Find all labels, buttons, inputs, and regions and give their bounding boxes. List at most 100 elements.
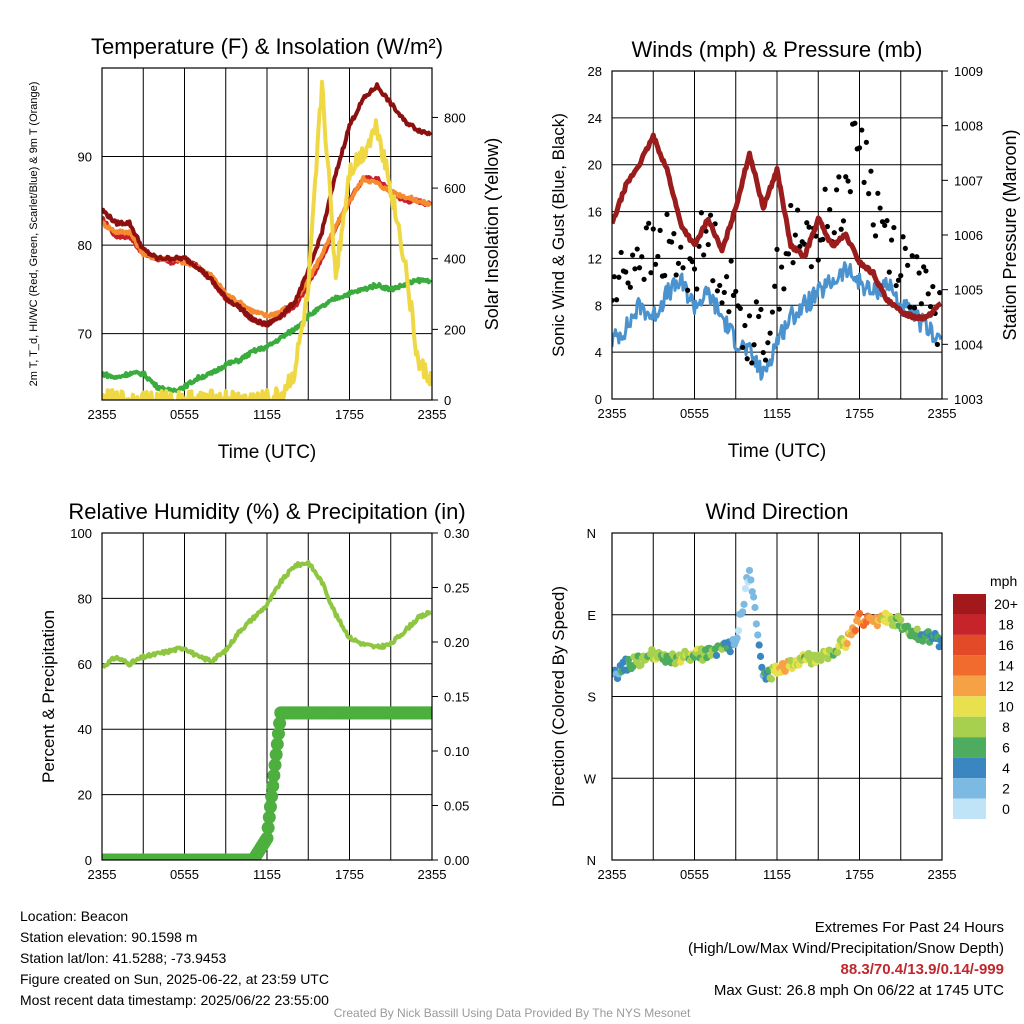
- x-tick-label: 1155: [253, 407, 281, 422]
- x-tick-label: 2355: [88, 867, 117, 882]
- x-tick-label: 1155: [763, 406, 791, 421]
- data-point-gust: [868, 168, 874, 174]
- series-line-sonic-wind: [612, 261, 942, 381]
- direction-point: [712, 651, 721, 660]
- data-point-gust: [907, 304, 913, 310]
- data-point-gust: [927, 303, 934, 310]
- plot-frame: [611, 70, 943, 400]
- data-point-gust: [820, 236, 826, 242]
- data-point-gust: [934, 341, 941, 348]
- y-tick-label: 60: [78, 657, 92, 672]
- y-tick-label: S: [587, 690, 596, 705]
- x-axis-label: Time (UTC): [218, 442, 317, 463]
- direction-point: [851, 626, 859, 635]
- data-point-precipitation: [270, 737, 284, 751]
- data-point-gust: [760, 349, 766, 356]
- plot-area: [102, 79, 432, 400]
- series-line-9m-t: [102, 175, 432, 319]
- x-tick-label: 2355: [418, 867, 447, 882]
- data-point-gust: [921, 264, 927, 270]
- x-tick-label: 2355: [928, 867, 957, 882]
- direction-point: [756, 652, 765, 660]
- data-point-gust: [646, 220, 652, 226]
- plot-area: [612, 120, 942, 381]
- y-tick-label: 70: [78, 327, 92, 342]
- y-right-axis-label: Solar Insolation (Yellow): [482, 138, 502, 330]
- max-gust-text: Max Gust: 26.8 mph On 06/22 at 1745 UTC: [713, 982, 1004, 999]
- series-line-hi-wc: [102, 82, 432, 328]
- y-right-tick-label: 200: [444, 322, 466, 337]
- x-tick-label: 2355: [88, 407, 117, 422]
- data-point-gust: [742, 322, 748, 329]
- data-point-gust: [824, 223, 831, 230]
- elevation-text: Station elevation: 90.1598 m: [20, 929, 198, 945]
- y-right-tick-label: 0.10: [444, 744, 469, 759]
- y-tick-label: 0: [595, 392, 602, 407]
- data-point-gust: [918, 301, 924, 307]
- y-tick-label: N: [587, 853, 596, 868]
- colorbar-swatch: [953, 778, 986, 799]
- data-point-gust: [678, 244, 684, 250]
- data-point-gust: [671, 231, 677, 237]
- direction-point: [755, 641, 763, 649]
- data-point-gust: [859, 127, 865, 133]
- data-point-gust: [744, 356, 750, 362]
- data-point-precipitation: [268, 758, 282, 772]
- data-point-gust: [902, 245, 908, 252]
- data-point-gust: [740, 344, 746, 351]
- x-tick-label: 1755: [335, 867, 364, 882]
- data-point-gust: [730, 292, 737, 298]
- y-tick-label: 0: [85, 853, 92, 868]
- y-tick-label: N: [587, 526, 596, 541]
- data-point-gust: [875, 190, 881, 196]
- data-point-gust: [721, 289, 727, 296]
- direction-point: [873, 622, 881, 630]
- data-point-gust: [884, 218, 890, 224]
- y-right-tick-label: 0.30: [444, 526, 469, 541]
- data-point-gust: [612, 274, 617, 280]
- y-right-tick-label: 0.00: [444, 853, 469, 868]
- credit-text: Created By Nick Bassill Using Data Provi…: [333, 1006, 691, 1020]
- data-point-gust: [751, 342, 757, 348]
- data-point-gust: [655, 253, 661, 260]
- y-right-tick-label: 1007: [954, 173, 983, 188]
- y-right-tick-label: 1005: [954, 283, 983, 298]
- direction-point: [843, 639, 851, 648]
- data-point-gust: [639, 254, 645, 260]
- data-point-gust: [728, 258, 734, 264]
- y-right-tick-label: 1008: [954, 119, 983, 134]
- colorbar-label: 18: [998, 617, 1014, 633]
- direction-point: [624, 655, 633, 664]
- plot-frame: [611, 532, 943, 861]
- x-axis-label: Time (UTC): [728, 441, 827, 462]
- x-tick-label: 1755: [845, 867, 874, 882]
- data-point-gust: [866, 191, 872, 197]
- direction-point: [833, 648, 842, 657]
- y-right-tick-label: 800: [444, 110, 466, 125]
- colorbar-swatch: [953, 696, 986, 717]
- x-tick-label: 1755: [845, 406, 874, 421]
- plot-area: [102, 560, 432, 860]
- colorbar-swatch: [953, 655, 986, 676]
- data-point-gust: [623, 269, 629, 275]
- x-tick-label: 0555: [170, 407, 199, 422]
- latlon-text: Station lat/lon: 41.5288; -73.9453: [20, 950, 227, 966]
- direction-point: [752, 620, 760, 628]
- data-point-gust: [632, 266, 638, 272]
- data-point-gust: [762, 357, 769, 363]
- data-point-gust: [627, 284, 633, 290]
- data-point-gust: [895, 277, 902, 283]
- colorbar-swatch: [953, 634, 986, 656]
- data-point-precipitation: [273, 716, 287, 730]
- x-tick-label: 0555: [680, 406, 709, 421]
- data-point-gust: [650, 226, 656, 232]
- data-point-gust: [636, 265, 643, 271]
- series-line-solar-insolation: [102, 79, 432, 400]
- y-axis-label: Percent & Precipitation: [39, 610, 58, 783]
- data-point-gust: [785, 251, 792, 257]
- data-point-gust: [641, 276, 647, 282]
- colorbar-label: 6: [1002, 739, 1010, 755]
- series-line-2m-t: [102, 175, 432, 327]
- data-point-gust: [657, 227, 663, 233]
